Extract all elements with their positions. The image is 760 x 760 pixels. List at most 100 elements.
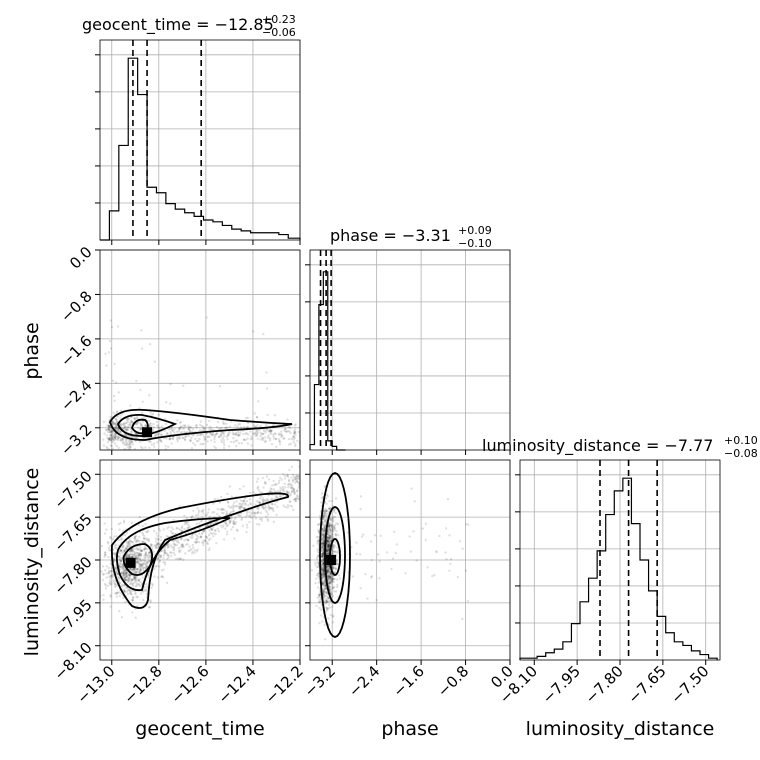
scatter-point bbox=[246, 442, 250, 445]
scatter-point bbox=[103, 522, 106, 525]
scatter-point bbox=[259, 511, 262, 515]
scatter-point bbox=[116, 437, 120, 441]
scatter-point bbox=[123, 573, 126, 577]
scatter-point bbox=[287, 482, 291, 486]
scatter-point bbox=[275, 513, 278, 516]
scatter-point bbox=[134, 616, 137, 619]
scatter-point bbox=[247, 504, 250, 507]
scatter-point bbox=[147, 538, 150, 541]
scatter-point bbox=[122, 588, 126, 592]
scatter-point bbox=[183, 438, 187, 441]
scatter-point bbox=[323, 511, 327, 515]
scatter-point bbox=[327, 545, 331, 549]
scatter-point bbox=[297, 430, 300, 434]
scatter-point bbox=[130, 555, 134, 558]
scatter-point bbox=[331, 577, 334, 580]
scatter-point bbox=[327, 534, 330, 537]
scatter-point bbox=[127, 554, 130, 557]
scatter-point bbox=[181, 545, 184, 549]
scatter-point bbox=[115, 591, 119, 595]
scatter-point bbox=[104, 584, 108, 587]
scatter-point bbox=[108, 437, 111, 440]
scatter-point bbox=[255, 434, 259, 437]
scatter-point bbox=[131, 596, 135, 599]
scatter-point bbox=[331, 550, 334, 553]
scatter-point bbox=[328, 600, 331, 603]
scatter-point bbox=[128, 582, 132, 586]
scatter-point bbox=[121, 571, 124, 574]
scatter-point bbox=[219, 524, 223, 527]
scatter-point bbox=[144, 554, 147, 557]
scatter-point bbox=[329, 581, 332, 585]
scatter-point bbox=[150, 543, 153, 547]
scatter-point bbox=[131, 578, 134, 581]
scatter-point bbox=[292, 488, 295, 492]
scatter-point bbox=[124, 600, 127, 604]
scatter-point bbox=[224, 426, 228, 430]
scatter-point bbox=[326, 548, 329, 552]
scatter-point bbox=[172, 551, 175, 554]
title-luminosity-distance: luminosity_distance = −7.77 +0.10 −0.08 bbox=[482, 434, 758, 460]
scatter-point bbox=[217, 435, 221, 438]
scatter-point bbox=[322, 531, 325, 534]
scatter-point bbox=[321, 552, 324, 556]
scatter-point bbox=[202, 512, 205, 515]
scatter-point bbox=[204, 535, 207, 538]
scatter-point bbox=[421, 527, 424, 530]
scatter-point bbox=[119, 559, 122, 562]
scatter-point bbox=[283, 477, 287, 480]
scatter-point bbox=[137, 553, 141, 556]
scatter-point bbox=[291, 480, 295, 483]
scatter-point bbox=[458, 540, 462, 543]
scatter-point bbox=[109, 574, 112, 578]
scatter-point bbox=[217, 530, 220, 533]
scatter-point bbox=[123, 576, 126, 580]
scatter-point bbox=[329, 536, 332, 539]
scatter-point bbox=[328, 536, 331, 539]
scatter-point bbox=[160, 433, 164, 436]
scatter-point bbox=[238, 505, 241, 509]
y-tick-label: −0.8 bbox=[57, 287, 95, 325]
scatter-point bbox=[131, 599, 134, 602]
scatter-point bbox=[118, 594, 121, 598]
scatter-point bbox=[332, 565, 335, 569]
scatter-point bbox=[258, 517, 262, 521]
scatter-point bbox=[258, 501, 262, 504]
title-geocent-time-main: geocent_time = −12.85 bbox=[82, 15, 274, 35]
scatter-point bbox=[139, 549, 142, 552]
scatter-point bbox=[110, 433, 113, 437]
scatter-point bbox=[216, 527, 220, 530]
scatter-point bbox=[144, 547, 147, 550]
scatter-point bbox=[230, 495, 233, 498]
scatter-point bbox=[303, 498, 305, 500]
scatter-point bbox=[114, 433, 117, 437]
scatter-point bbox=[253, 514, 256, 518]
scatter-point bbox=[242, 485, 245, 488]
scatter-point bbox=[245, 530, 248, 534]
scatter-point bbox=[191, 535, 194, 538]
scatter-point bbox=[183, 514, 186, 518]
scatter-point bbox=[322, 563, 325, 566]
scatter-point bbox=[129, 592, 132, 595]
scatter-point bbox=[107, 546, 111, 550]
scatter-point bbox=[180, 525, 184, 528]
scatter-point bbox=[242, 507, 245, 510]
scatter-point bbox=[163, 563, 167, 566]
scatter-point bbox=[134, 554, 138, 558]
scatter-point bbox=[115, 444, 118, 448]
scatter-point bbox=[332, 530, 335, 533]
scatter-point bbox=[124, 570, 128, 573]
scatter-point bbox=[300, 432, 302, 434]
scatter-point bbox=[155, 542, 159, 546]
scatter-point bbox=[327, 543, 330, 547]
scatter-point bbox=[320, 543, 324, 546]
scatter-point bbox=[141, 447, 144, 450]
scatter-point bbox=[325, 608, 329, 612]
scatter-point bbox=[128, 439, 132, 442]
scatter-point bbox=[326, 540, 330, 543]
scatter-point bbox=[241, 502, 245, 505]
scatter-point bbox=[259, 425, 262, 428]
scatter-point bbox=[267, 499, 270, 502]
scatter-point bbox=[111, 570, 114, 573]
scatter-point bbox=[255, 433, 259, 436]
